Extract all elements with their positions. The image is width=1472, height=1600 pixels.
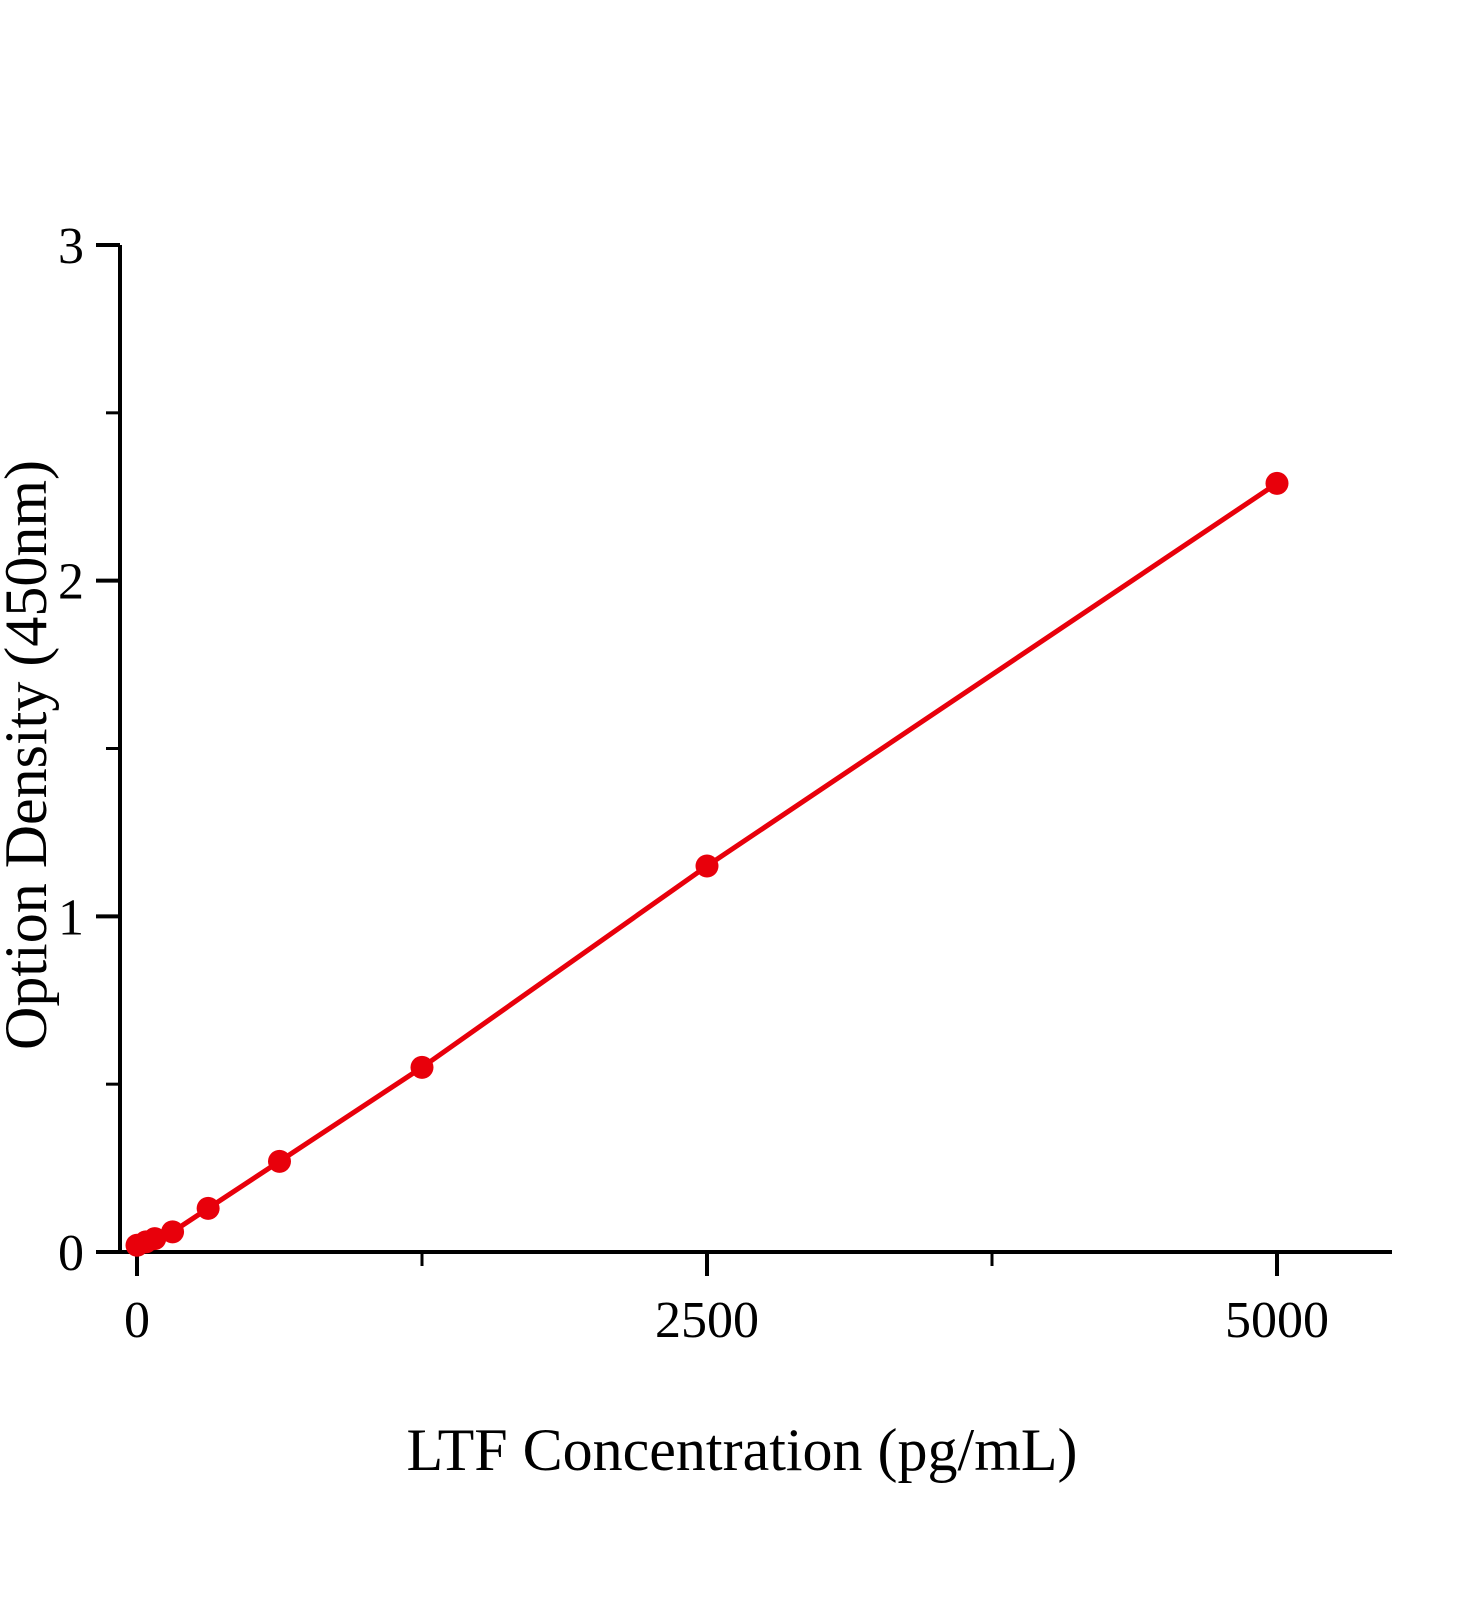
x-tick-label: 2500 bbox=[655, 1292, 759, 1349]
data-point bbox=[143, 1227, 167, 1251]
data-point bbox=[268, 1149, 291, 1173]
data-point bbox=[161, 1220, 185, 1244]
y-tick-label: 0 bbox=[58, 1225, 84, 1282]
y-tick-label: 2 bbox=[58, 554, 84, 611]
chart-dynamic-layer: 0 2500 5000 0 1 2 3 bbox=[58, 218, 1392, 1349]
data-point bbox=[1265, 471, 1289, 495]
data-point bbox=[410, 1055, 434, 1079]
x-tick-label: 5000 bbox=[1225, 1292, 1329, 1349]
y-tick-label: 3 bbox=[58, 218, 84, 275]
x-tick-label: 0 bbox=[124, 1292, 150, 1349]
data-point bbox=[695, 854, 719, 878]
data-point bbox=[196, 1196, 220, 1220]
y-tick-label: 1 bbox=[58, 889, 84, 946]
x-axis-title: LTF Concentration (pg/mL) bbox=[406, 1417, 1077, 1483]
y-axis-title: Option Density (450nm) bbox=[0, 460, 59, 1050]
